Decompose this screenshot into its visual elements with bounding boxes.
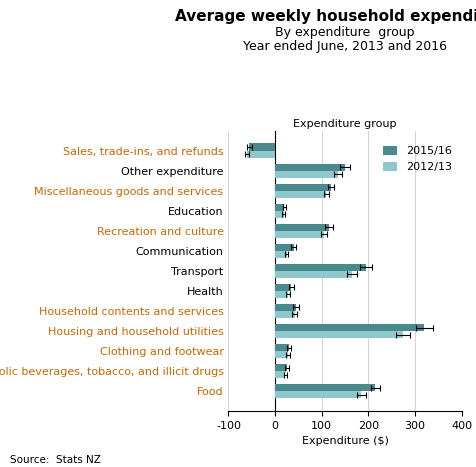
Bar [247,150,275,157]
Bar [275,291,288,298]
Title: Expenditure group: Expenditure group [293,119,397,128]
Legend: 2015/16, 2012/13: 2015/16, 2012/13 [379,142,456,177]
Bar [275,264,366,271]
Text: Average weekly household expenditure: Average weekly household expenditure [175,9,476,24]
Bar [275,204,285,211]
Bar [275,163,345,170]
Text: Year ended June, 2013 and 2016: Year ended June, 2013 and 2016 [243,40,447,53]
Bar [275,304,296,311]
Bar [275,191,327,198]
Bar [249,143,275,150]
Bar [275,184,331,191]
X-axis label: Expenditure ($): Expenditure ($) [302,436,388,446]
Bar [275,351,288,358]
Bar [275,284,291,291]
Text: Source:  Stats NZ: Source: Stats NZ [10,455,100,465]
Text: By expenditure  group: By expenditure group [275,26,415,39]
Bar [275,311,295,318]
Bar [275,331,403,338]
Bar [275,170,338,177]
Bar [275,244,294,251]
Bar [275,344,289,351]
Bar [275,384,376,391]
Bar [275,224,329,231]
Bar [275,324,425,331]
Bar [275,371,286,378]
Bar [275,251,287,258]
Bar [275,231,324,238]
Bar [275,211,284,218]
Bar [275,391,361,398]
Bar [275,364,287,371]
Bar [275,271,352,278]
